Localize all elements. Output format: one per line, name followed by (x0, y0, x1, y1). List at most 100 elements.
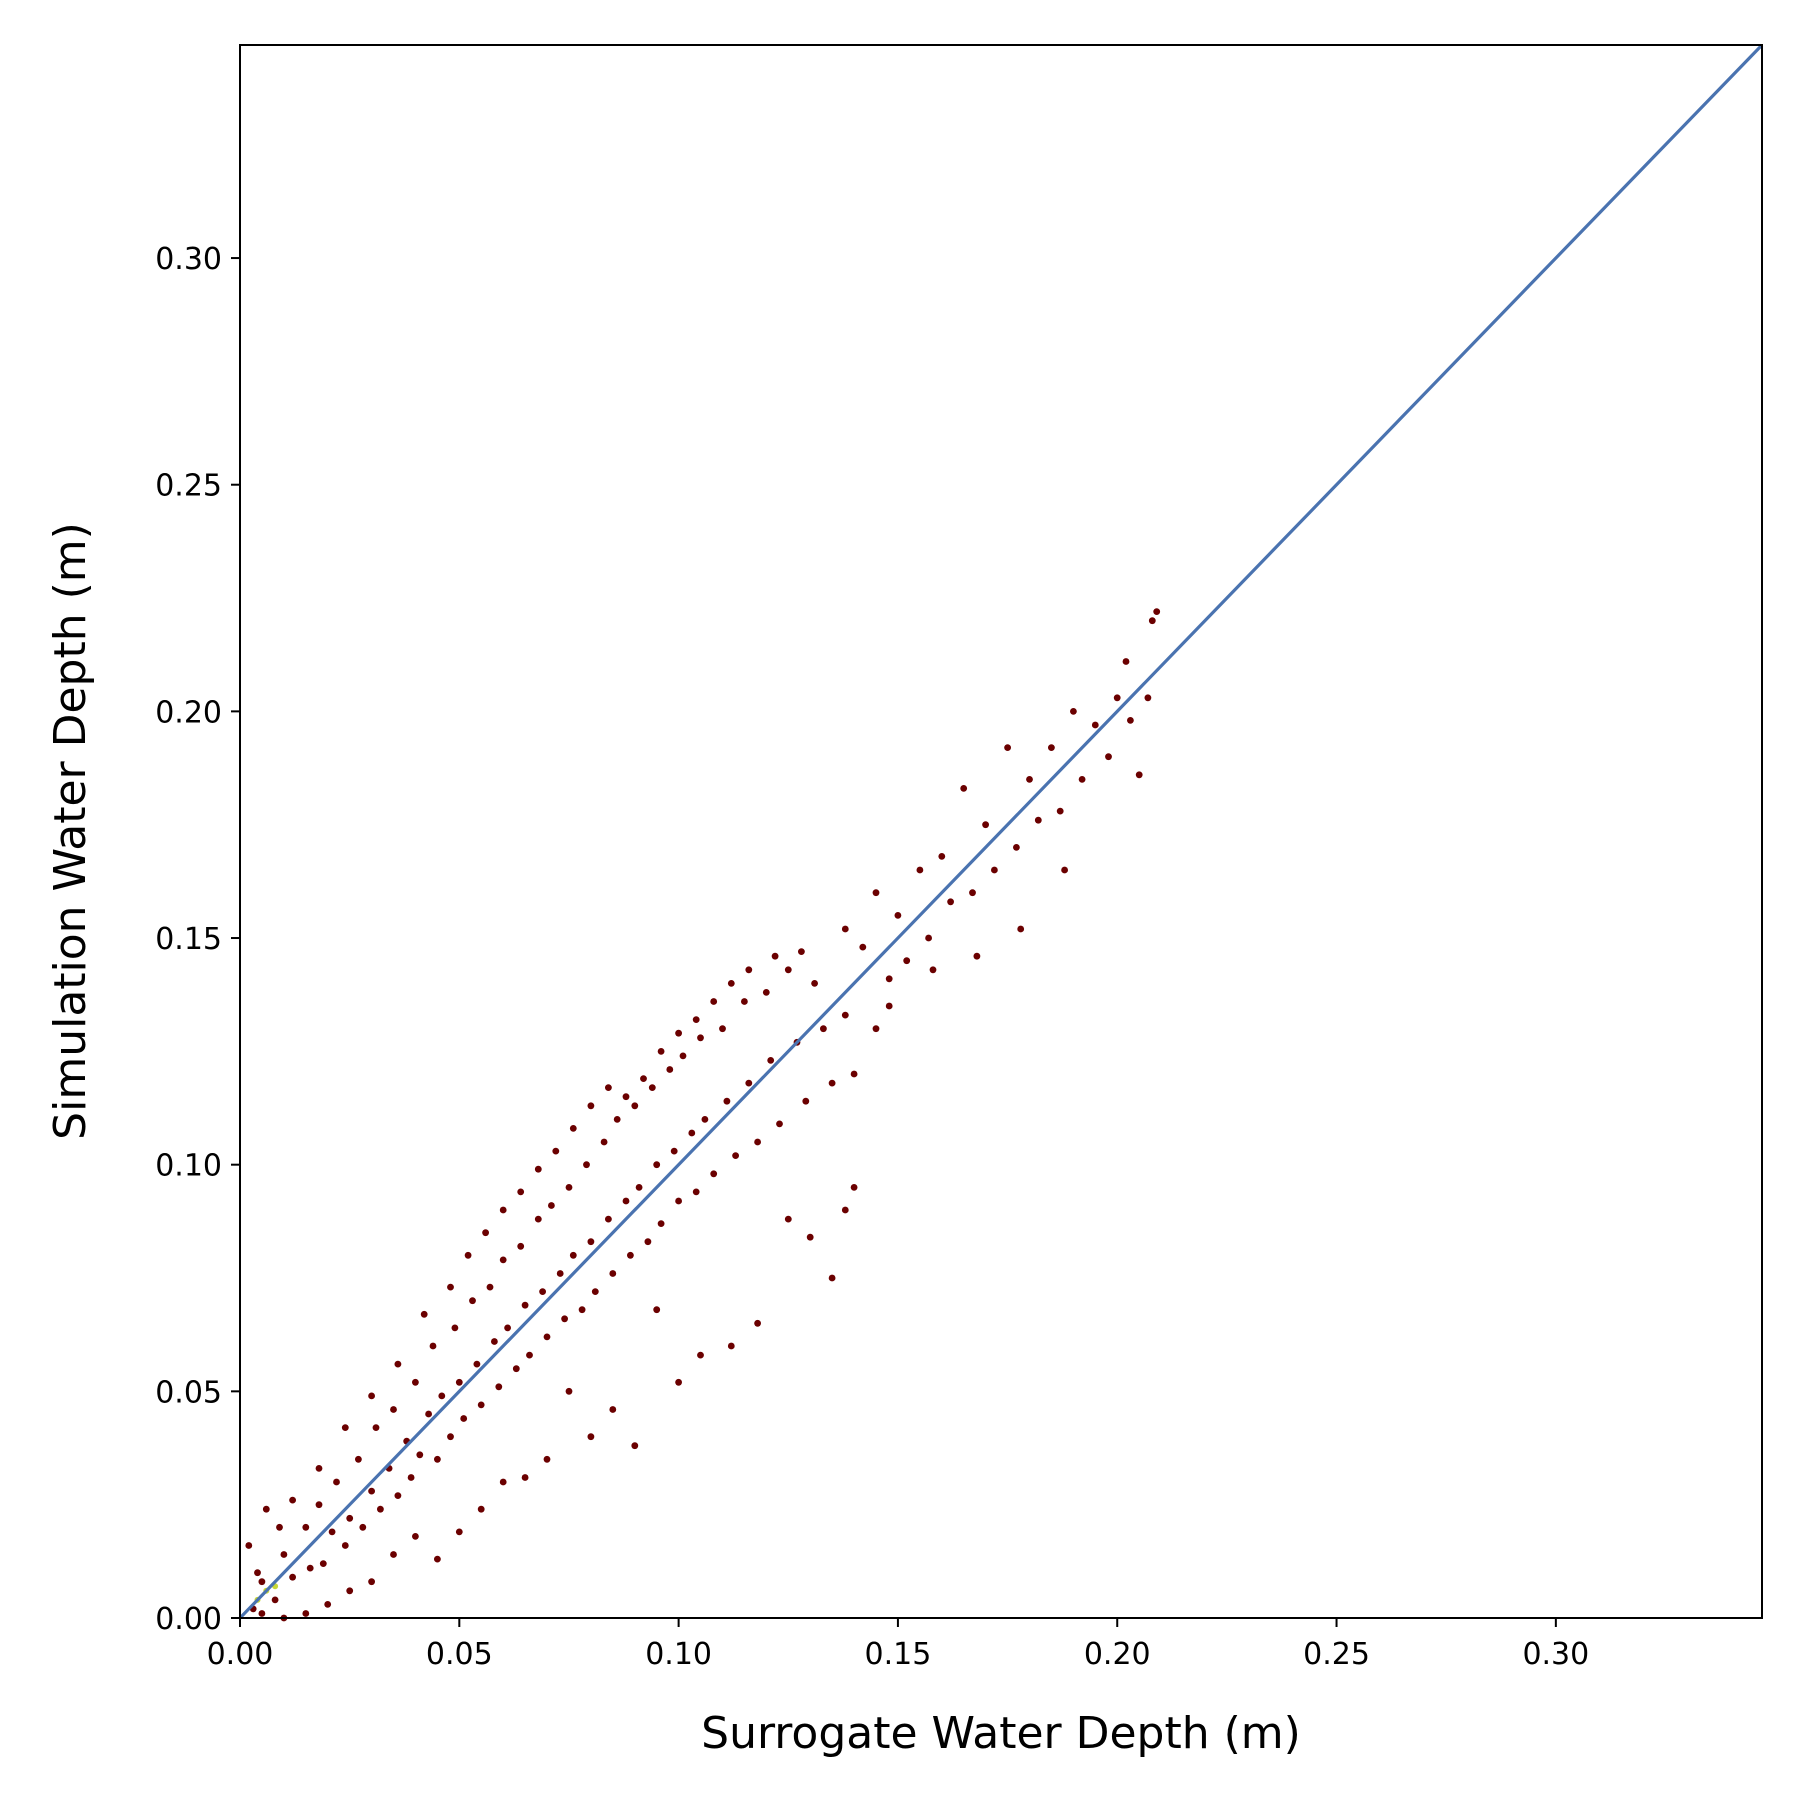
scatter-point (271, 1596, 279, 1604)
scatter-point (635, 1184, 643, 1191)
scatter-point (346, 1587, 354, 1595)
scatter-point (543, 1333, 551, 1341)
y-tick-label: 0.10 (155, 1149, 222, 1184)
scatter-point (302, 1523, 310, 1531)
scatter-point (565, 1387, 573, 1395)
scatter-point (434, 1555, 441, 1563)
scatter-point (512, 1365, 520, 1373)
scatter-point (495, 1383, 503, 1391)
scatter-point (1105, 753, 1112, 761)
scatter-point (885, 1002, 893, 1010)
scatter-point (526, 1351, 533, 1359)
scatter-point (745, 966, 753, 974)
scatter-point (701, 1116, 709, 1123)
y-tick-label: 0.00 (155, 1602, 222, 1637)
scatter-point (394, 1360, 402, 1368)
scatter-point (653, 1161, 661, 1169)
scatter-point (499, 1206, 507, 1214)
scatter-point (732, 1152, 739, 1159)
scatter-point (802, 1097, 810, 1105)
scatter-point (416, 1451, 424, 1459)
scatter-point (491, 1338, 498, 1345)
scatter-point (328, 1528, 336, 1536)
scatter-point (455, 1378, 463, 1386)
scatter-point (1144, 694, 1152, 702)
scatter-point (1122, 658, 1130, 665)
scatter-point (587, 1102, 595, 1110)
scatter-point (710, 1170, 718, 1178)
scatter-point (644, 1238, 652, 1246)
scatter-point (1034, 816, 1042, 824)
scatter-point (850, 1184, 858, 1191)
y-axis-label: Simulation Water Depth (m) (45, 522, 96, 1140)
scatter-point (925, 934, 932, 942)
scatter-point (451, 1324, 459, 1332)
scatter-point (982, 821, 989, 829)
scatter-point (631, 1102, 639, 1110)
scatter-point (841, 1011, 849, 1019)
scatter-point (991, 866, 998, 874)
scatter-point (521, 1301, 529, 1309)
scatter-point (828, 1274, 836, 1282)
scatter-point (534, 1165, 542, 1173)
scatter-point (754, 1138, 761, 1146)
scatter-point (302, 1610, 310, 1617)
scatter-point (850, 1070, 858, 1078)
x-axis-label: Surrogate Water Depth (m) (701, 1708, 1301, 1759)
scatter-point (1135, 771, 1143, 779)
scatter-point (631, 1442, 639, 1450)
scatter-point (262, 1505, 270, 1513)
scatter-point (1127, 717, 1134, 724)
scatter-point (346, 1514, 354, 1522)
scatter-point (583, 1161, 590, 1169)
plot-frame (239, 44, 1763, 1619)
scatter-point (394, 1492, 402, 1499)
scatter-point (806, 1233, 814, 1241)
scatter-point (784, 1215, 792, 1223)
scatter-point (605, 1215, 612, 1223)
scatter-point (657, 1048, 665, 1055)
scatter-point (420, 1310, 428, 1318)
y-tick-label: 0.20 (155, 695, 222, 730)
scatter-point (697, 1034, 704, 1042)
scatter-point (341, 1542, 349, 1549)
scatter-point (622, 1197, 630, 1205)
y-axis: 0.00 0.05 0.10 0.15 0.20 0.25 0.30 (155, 242, 240, 1637)
scatter-point (960, 785, 968, 792)
scatter-point (368, 1392, 375, 1400)
scatter-point (859, 943, 867, 951)
scatter-point (1113, 694, 1121, 702)
scatter-point (482, 1229, 489, 1237)
scatter-point (627, 1251, 634, 1259)
scatter-point (657, 1220, 665, 1227)
scatter-point (710, 998, 718, 1005)
scatter-point (938, 853, 946, 860)
scatter-point (355, 1455, 362, 1463)
scatter-point (254, 1569, 261, 1577)
scatter-point (692, 1188, 700, 1196)
scatter-point (727, 1342, 735, 1350)
scatter-point (569, 1125, 577, 1132)
scatter-point (289, 1573, 296, 1581)
scatter-point (1091, 721, 1099, 729)
scatter-point (534, 1215, 542, 1223)
scatter-point (561, 1315, 568, 1323)
scatter-point (903, 957, 911, 965)
scatter-point (653, 1306, 661, 1314)
scatter-point (885, 975, 893, 983)
scatter-point (587, 1433, 595, 1441)
scatter-point (591, 1288, 599, 1295)
scatter-point (276, 1523, 283, 1531)
scatter-point (517, 1188, 525, 1196)
x-tick-label: 0.20 (1084, 1637, 1151, 1672)
scatter-point (455, 1528, 463, 1536)
scatter-point (1004, 744, 1011, 751)
scatter-point (798, 948, 805, 955)
scatter-point (469, 1297, 476, 1305)
y-tick-label: 0.25 (155, 469, 222, 504)
scatter-point (841, 1206, 849, 1214)
x-axis: 0.00 0.05 0.10 0.15 0.20 0.25 0.30 (207, 1618, 1589, 1672)
scatter-point (894, 912, 902, 919)
scatter-point (473, 1360, 481, 1368)
